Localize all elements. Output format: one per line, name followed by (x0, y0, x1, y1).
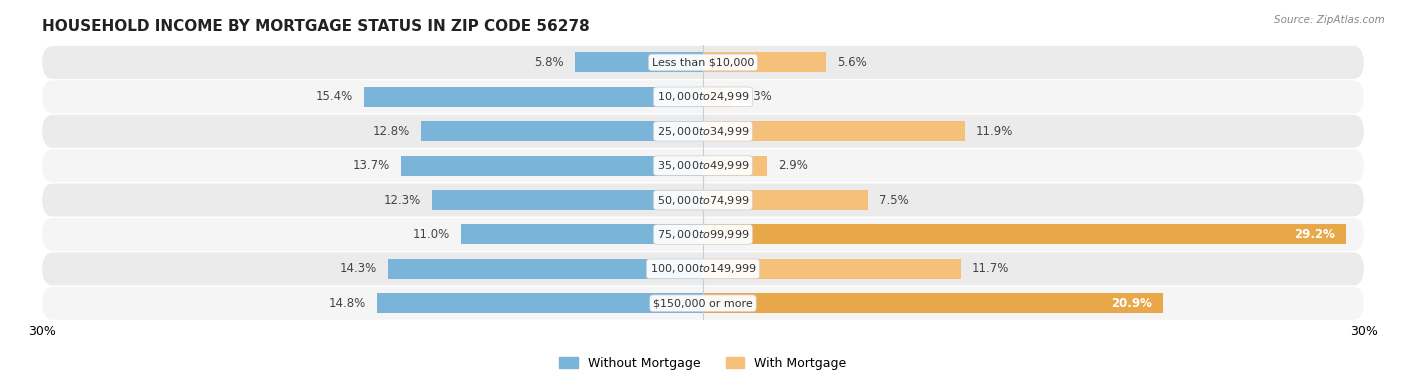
FancyBboxPatch shape (42, 46, 1364, 79)
Bar (401, 156, 703, 176)
FancyBboxPatch shape (42, 115, 1364, 148)
Bar (703, 156, 766, 176)
Text: 12.3%: 12.3% (384, 193, 420, 207)
Bar (377, 293, 703, 313)
Bar (575, 52, 703, 72)
Text: 2.9%: 2.9% (778, 159, 808, 172)
Bar (461, 224, 703, 244)
Text: $50,000 to $74,999: $50,000 to $74,999 (657, 193, 749, 207)
Bar (703, 87, 731, 107)
Text: 11.0%: 11.0% (412, 228, 450, 241)
Text: $150,000 or more: $150,000 or more (654, 298, 752, 308)
FancyBboxPatch shape (42, 149, 1364, 182)
Text: $10,000 to $24,999: $10,000 to $24,999 (657, 90, 749, 103)
Bar (703, 190, 868, 210)
Text: 20.9%: 20.9% (1112, 297, 1153, 310)
Text: 11.9%: 11.9% (976, 125, 1014, 138)
Text: 14.8%: 14.8% (329, 297, 366, 310)
FancyBboxPatch shape (42, 218, 1364, 251)
Bar (388, 259, 703, 279)
Text: $100,000 to $149,999: $100,000 to $149,999 (650, 262, 756, 275)
Text: 5.8%: 5.8% (534, 56, 564, 69)
Text: 11.7%: 11.7% (972, 262, 1010, 275)
FancyBboxPatch shape (42, 80, 1364, 113)
Text: $75,000 to $99,999: $75,000 to $99,999 (657, 228, 749, 241)
Bar (703, 121, 965, 141)
Text: 7.5%: 7.5% (879, 193, 908, 207)
Bar (364, 87, 703, 107)
Legend: Without Mortgage, With Mortgage: Without Mortgage, With Mortgage (554, 352, 852, 375)
Bar (432, 190, 703, 210)
Bar (703, 224, 1346, 244)
FancyBboxPatch shape (42, 252, 1364, 285)
Bar (703, 259, 960, 279)
Text: $25,000 to $34,999: $25,000 to $34,999 (657, 125, 749, 138)
Text: HOUSEHOLD INCOME BY MORTGAGE STATUS IN ZIP CODE 56278: HOUSEHOLD INCOME BY MORTGAGE STATUS IN Z… (42, 19, 591, 34)
FancyBboxPatch shape (42, 287, 1364, 320)
Text: Source: ZipAtlas.com: Source: ZipAtlas.com (1274, 15, 1385, 25)
Text: 13.7%: 13.7% (353, 159, 391, 172)
Text: 29.2%: 29.2% (1295, 228, 1336, 241)
Text: 14.3%: 14.3% (340, 262, 377, 275)
FancyBboxPatch shape (42, 184, 1364, 216)
Text: Less than $10,000: Less than $10,000 (652, 57, 754, 67)
Bar (703, 52, 827, 72)
Text: 15.4%: 15.4% (315, 90, 353, 103)
Text: 5.6%: 5.6% (838, 56, 868, 69)
Bar (420, 121, 703, 141)
Text: 1.3%: 1.3% (742, 90, 772, 103)
Bar (703, 293, 1163, 313)
Text: $35,000 to $49,999: $35,000 to $49,999 (657, 159, 749, 172)
Text: 12.8%: 12.8% (373, 125, 411, 138)
